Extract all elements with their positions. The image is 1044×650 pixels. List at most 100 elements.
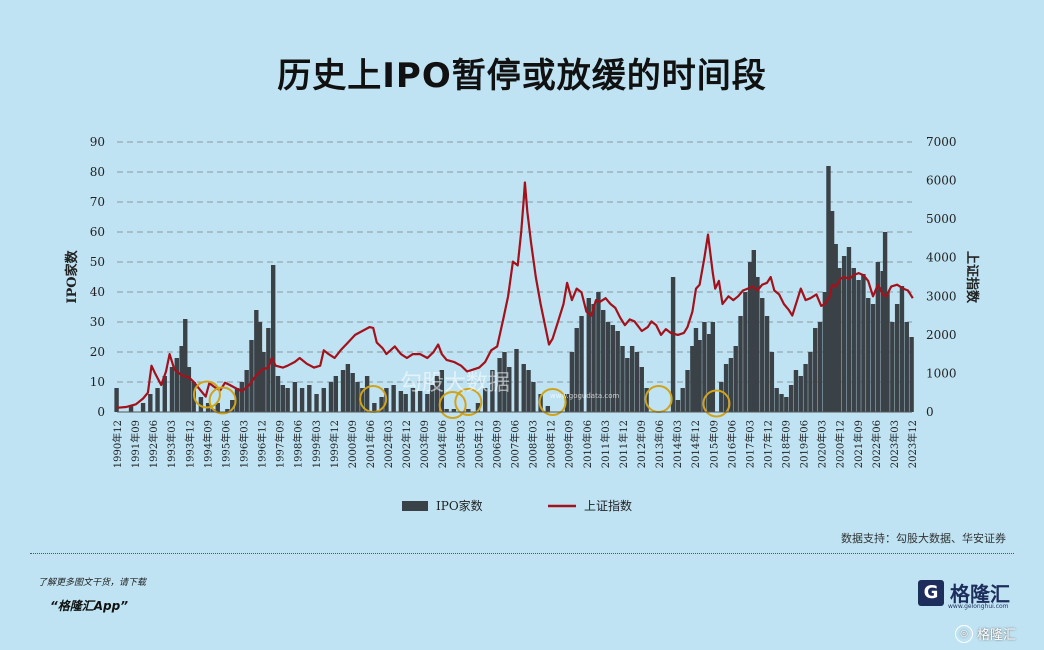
ipo-bar [817, 322, 823, 412]
ipo-bar [345, 364, 351, 412]
ipo-bar [760, 298, 765, 412]
y-left-tick-label: 10 [90, 375, 105, 389]
ipo-bar [733, 346, 738, 412]
y-right-tick-label: 7000 [926, 135, 957, 149]
highlight-circle [454, 388, 483, 416]
ipo-bar [350, 373, 355, 412]
ipo-bar [779, 394, 784, 412]
x-tick-label: 2006年09 [490, 420, 503, 468]
y-right-tick-label: 5000 [926, 212, 957, 226]
ipo-bar [230, 400, 235, 412]
ipo-bar [280, 385, 286, 412]
ipo-bar [620, 346, 625, 412]
x-tick-label: 2017年12 [761, 420, 774, 468]
x-tick-label: 2021年09 [852, 420, 865, 468]
ipo-bar [155, 388, 160, 412]
ipo-bar [788, 385, 794, 412]
ipo-bar [875, 262, 881, 412]
ipo-bar [798, 376, 803, 412]
ipo-bar [813, 328, 818, 412]
y-left-tick-label: 20 [90, 345, 105, 359]
promo-line-2[interactable]: “格隆汇App” [50, 599, 128, 613]
ipo-bar [333, 376, 339, 412]
ipo-bar [417, 391, 423, 412]
ipo-bar [710, 322, 716, 412]
y-right-tick-label: 0 [926, 405, 934, 419]
ipo-bar [601, 310, 606, 412]
ipo-bar [391, 385, 396, 412]
ipo-bar [675, 400, 681, 412]
legend-label-ipo: IPO家数 [436, 498, 483, 513]
ipo-bar [186, 367, 192, 412]
ipo-bar [634, 352, 640, 412]
ipo-bar [591, 304, 596, 412]
y-left-tick-label: 60 [90, 225, 105, 239]
ipo-bar [174, 358, 180, 412]
ipo-bar [475, 403, 481, 412]
ipo-bar [379, 397, 384, 412]
y-left-tick-label: 90 [90, 135, 105, 149]
ipo-bar [851, 268, 856, 412]
ipo-bar [239, 382, 245, 412]
y-right-tick-label: 4000 [926, 251, 957, 265]
ipo-bar [507, 367, 512, 412]
ipo-bar [275, 376, 281, 412]
brand-logo[interactable]: G 格隆汇 [918, 578, 1010, 607]
x-tick-label: 2010年06 [581, 420, 594, 468]
ipo-bar [425, 394, 430, 412]
ipo-bar [321, 388, 326, 412]
x-tick-label: 2020年12 [834, 420, 847, 468]
ipo-bar [861, 274, 866, 412]
ipo-bar [526, 370, 531, 412]
ipo-bar [822, 292, 828, 412]
ipo-bar [690, 346, 695, 412]
ipo-bar [148, 394, 153, 412]
x-tick-label: 2007年06 [509, 420, 522, 468]
ipo-bar [837, 268, 842, 412]
y-left-tick-label: 0 [97, 405, 105, 419]
ipo-bar [521, 364, 526, 412]
ipo-bar [826, 166, 831, 412]
ipo-bar [605, 322, 611, 412]
ipo-bar [769, 352, 775, 412]
ipo-bar [531, 382, 536, 412]
x-tick-label: 2012年09 [635, 420, 648, 468]
promo-line-1: 了解更多图文干货，请下载 [38, 578, 147, 588]
ipo-bar [198, 397, 204, 412]
ipo-bar [128, 406, 134, 412]
ipo-bar [885, 292, 890, 412]
ipo-bar [299, 388, 305, 412]
brand-mark-icon: G [918, 579, 944, 606]
highlight-circle [702, 389, 731, 418]
ipo-bar [909, 337, 914, 412]
ipo-bar [856, 280, 861, 412]
chart-axes: 0 10 20 30 40 50 60 70 80 90 0 1000 2000 3000 4000 5000… [64, 135, 980, 468]
index-line-group [116, 181, 914, 409]
highlight-circle [644, 385, 673, 413]
x-tick-label: 1993年03 [165, 420, 178, 468]
ipo-bar [702, 322, 707, 412]
ipo-bar [490, 370, 495, 412]
x-tick-label: 2011年12 [617, 420, 630, 468]
ipo-bar [169, 367, 175, 412]
x-tick-label: 1999年03 [310, 420, 323, 468]
ipo-bar [249, 340, 254, 412]
badge-text: 格隆汇 [977, 628, 1017, 643]
ipo-bar [685, 370, 690, 412]
ipo-bar [114, 388, 119, 412]
x-tick-label: 1997年09 [274, 420, 287, 468]
y-right-tick-label: 2000 [926, 328, 957, 342]
x-tick-label: 2014年12 [689, 420, 702, 468]
ipo-bar [639, 367, 644, 412]
x-tick-label: 2004年06 [436, 420, 449, 468]
y-left-axis-title: IPO家数 [64, 249, 80, 303]
ipo-bar [183, 319, 188, 412]
ipo-bar [225, 409, 230, 412]
divider [30, 553, 1014, 554]
ipo-bar [846, 247, 852, 412]
ipo-bar [340, 370, 346, 412]
ipo-bar [234, 388, 240, 412]
ipo-bar [808, 352, 813, 412]
